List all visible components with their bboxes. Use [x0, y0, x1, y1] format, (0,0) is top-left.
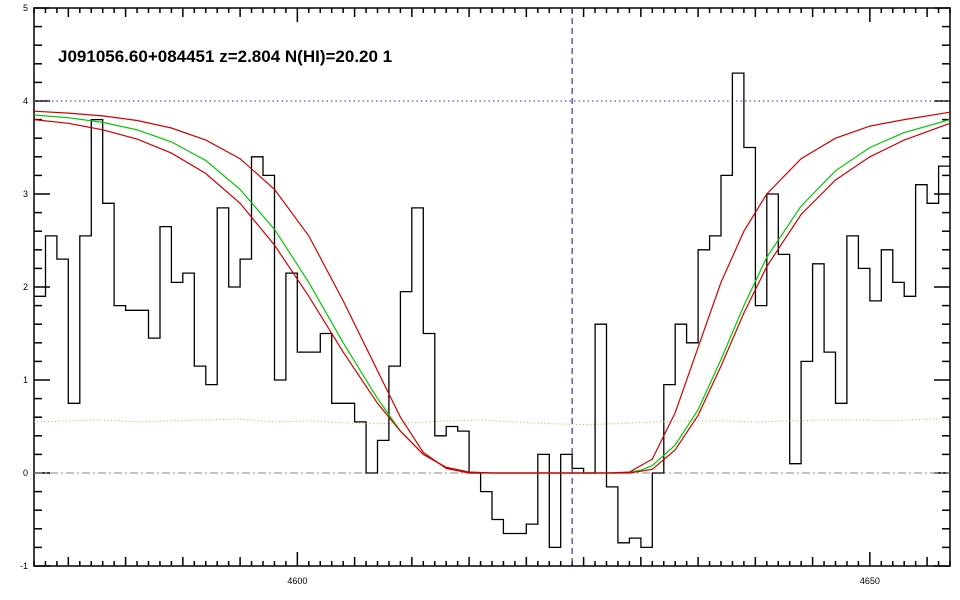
- y-tick-label: 0: [23, 468, 28, 478]
- y-tick-label: 1: [23, 375, 28, 385]
- x-tick-label: 4650: [860, 576, 880, 586]
- tick-labels: 4600 4650 -1 0 1 2 3 4 5: [20, 3, 880, 586]
- voigt-profile-4: [33, 119, 951, 474]
- chart-title: J091056.60+084451 z=2.804 N(HI)=20.20 1: [58, 47, 392, 66]
- y-tick-label: -1: [20, 561, 28, 571]
- y-tick-label: 2: [23, 282, 28, 292]
- y-tick-label: 3: [23, 189, 28, 199]
- data-series: [33, 72, 951, 549]
- error-spectrum: [33, 418, 950, 426]
- flux-spectrum: [34, 72, 950, 549]
- axis-ticks: [33, 7, 951, 567]
- x-tick-label: 4600: [287, 576, 307, 586]
- y-tick-label: 5: [23, 3, 28, 13]
- y-tick-label: 4: [23, 96, 28, 106]
